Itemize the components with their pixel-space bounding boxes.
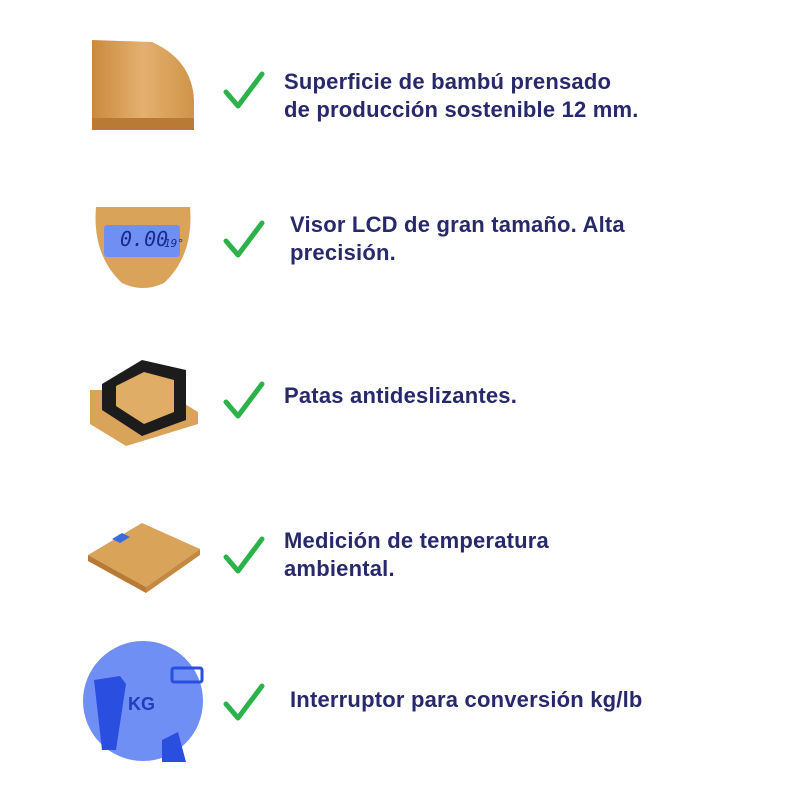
feature-line: ambiental. [284, 556, 395, 581]
lcd-weight-value: 0.00 [120, 227, 169, 251]
feature-line: Medición de temperatura [284, 528, 549, 553]
feature-text: Visor LCD de gran tamaño. Alta precisión… [290, 211, 625, 267]
check-icon [223, 381, 265, 419]
lcd-display-image [95, 207, 191, 288]
check-icon [223, 683, 265, 721]
bamboo-surface-image [92, 40, 194, 130]
feature-line: Superficie de bambú prensado [284, 69, 612, 94]
lcd-unit-label: KG [128, 694, 155, 714]
lcd-temperature-value: 19° [164, 237, 184, 250]
feature-text: Patas antideslizantes. [284, 382, 517, 410]
feature-line: precisión. [290, 240, 396, 265]
check-icon [223, 536, 265, 574]
feature-text: Medición de temperatura ambiental. [284, 527, 549, 583]
feature-line: Patas antideslizantes. [284, 383, 518, 408]
feature-line: Interruptor para conversión kg/lb [290, 687, 643, 712]
check-icon [223, 71, 265, 109]
feature-text: Superficie de bambú prensado de producci… [284, 68, 639, 124]
check-icon [223, 220, 265, 258]
feature-text: Interruptor para conversión kg/lb [290, 686, 643, 714]
feature-line: Visor LCD de gran tamaño. Alta [290, 212, 625, 237]
unit-switch-image [83, 641, 204, 762]
feature-line: de producción sostenible 12 mm. [284, 97, 639, 122]
scale-top-image [88, 523, 200, 593]
non-slip-feet-image [90, 360, 198, 446]
